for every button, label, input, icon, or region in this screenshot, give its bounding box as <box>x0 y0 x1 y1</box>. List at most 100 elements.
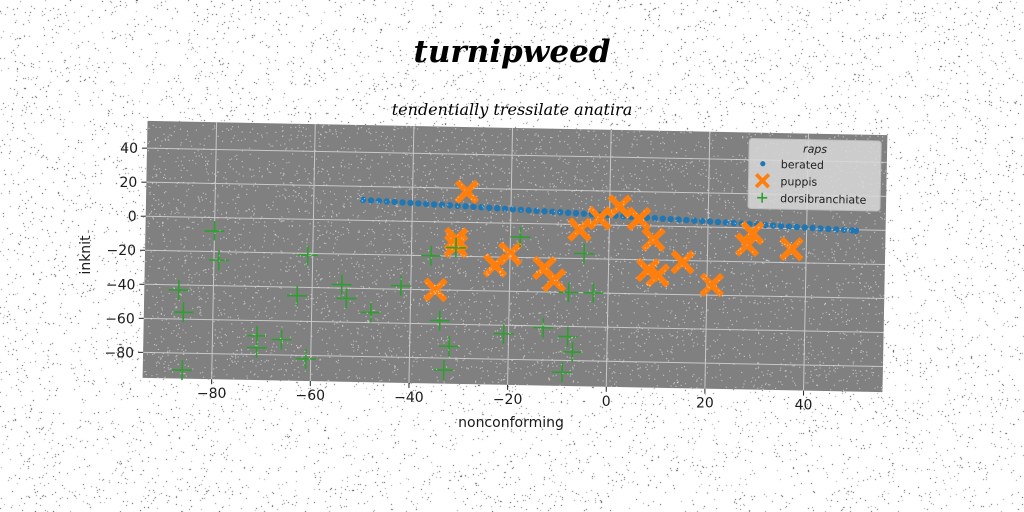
dorsibranchiate-point <box>552 362 573 383</box>
berated-point <box>446 202 454 209</box>
puppis-point <box>567 217 593 243</box>
y-tick-label: −80 <box>105 345 135 361</box>
berated-point <box>785 223 793 230</box>
y-tick-label: 0 <box>128 209 137 225</box>
puppis-point <box>541 267 567 293</box>
x-tick-label: −60 <box>296 388 326 404</box>
x-tick-label: −40 <box>394 390 424 406</box>
x-tick-label: 40 <box>795 398 813 414</box>
dorsibranchiate-point <box>168 280 189 301</box>
puppis-point <box>423 277 448 303</box>
dorsibranchiate-point <box>557 326 578 347</box>
puppis-point <box>739 220 765 246</box>
dorsibranchiate-point <box>271 329 292 350</box>
grid-line-x <box>605 129 612 387</box>
berated-point <box>580 210 588 217</box>
legend-label-berated: berated <box>781 158 824 172</box>
berated-point <box>557 209 564 216</box>
berated-point <box>525 207 532 214</box>
dorsibranchiate-point <box>331 274 352 295</box>
puppis-point <box>699 272 725 298</box>
dorsibranchiate-point <box>445 237 466 258</box>
puppis-point <box>454 179 480 205</box>
berated-point <box>801 224 808 231</box>
puppis-point <box>635 257 661 283</box>
berated-point <box>762 221 769 229</box>
dorsibranchiate-point <box>287 285 308 306</box>
x-tick-label: −80 <box>197 386 227 402</box>
y-axis-label: inknit <box>78 235 94 275</box>
grid-line-x <box>309 124 316 382</box>
dorsibranchiate-point <box>562 342 583 363</box>
figure-suptitle: turnipweed <box>413 34 611 70</box>
berated-point <box>714 218 722 226</box>
puppis-point <box>645 263 671 288</box>
series-layer <box>168 179 860 383</box>
berated-point <box>399 199 406 206</box>
berated-point <box>825 225 832 233</box>
berated-point <box>454 202 461 210</box>
berated-point <box>415 200 422 207</box>
dorsibranchiate-point <box>558 282 579 303</box>
legend-label-dorsibranchiate: dorsibranchiate <box>780 192 867 207</box>
y-tick-label: 20 <box>120 175 138 191</box>
berated-point <box>438 201 446 209</box>
berated-point <box>541 208 548 215</box>
x-axis-ticks: −80 −60 −40 −20 0 20 40 <box>197 379 813 414</box>
dorsibranchiate-point <box>336 288 357 309</box>
dorsibranchiate-point <box>295 348 316 369</box>
berated-point <box>517 206 525 213</box>
berated-point <box>501 205 509 213</box>
legend-marker-berated <box>760 161 766 167</box>
y-tick-label: 40 <box>120 141 138 157</box>
puppis-point <box>607 194 632 219</box>
berated-point <box>706 218 714 225</box>
dorsibranchiate-point <box>439 336 460 357</box>
berated-point <box>659 215 666 222</box>
berated-point <box>533 207 540 214</box>
berated-point <box>730 219 737 227</box>
berated-point <box>423 200 430 208</box>
y-axis-ticks: −80 −60 −40 −20 0 20 40 <box>105 141 148 361</box>
berated-point <box>486 204 493 212</box>
legend: raps berated puppis dorsibranchiate <box>747 138 882 212</box>
berated-point <box>777 222 785 230</box>
berated-point <box>549 208 556 215</box>
berated-point <box>667 215 674 223</box>
berated-point <box>675 216 682 223</box>
berated-point <box>430 201 438 208</box>
dorsibranchiate-point <box>421 245 442 266</box>
berated-point <box>470 203 477 211</box>
dorsibranchiate-point <box>173 302 194 323</box>
dorsibranchiate-point <box>533 317 554 338</box>
x-tick-label: 20 <box>696 396 714 412</box>
puppis-point <box>497 241 523 267</box>
grid-line-y <box>143 317 884 334</box>
berated-point <box>509 206 517 213</box>
dorsibranchiate-point <box>204 221 225 242</box>
berated-point <box>651 214 659 222</box>
berated-point <box>391 198 398 206</box>
dorsibranchiate-point <box>297 245 318 266</box>
chart-title: tendentially tressilate anatira <box>391 100 633 119</box>
dorsibranchiate-point <box>429 310 450 331</box>
dorsibranchiate-point <box>246 337 267 358</box>
x-tick-label: −20 <box>493 392 523 408</box>
series-dorsibranchiate <box>168 221 604 383</box>
berated-point <box>817 225 824 232</box>
legend-box <box>747 138 882 212</box>
y-tick-label: −40 <box>106 277 136 293</box>
berated-point <box>691 217 698 224</box>
grid-line-x <box>704 131 711 389</box>
legend-marker-puppis <box>754 172 771 189</box>
dorsibranchiate-point <box>583 282 604 303</box>
berated-point <box>572 210 580 217</box>
berated-point <box>840 226 848 234</box>
dorsibranchiate-point <box>574 243 595 264</box>
berated-point <box>793 223 801 231</box>
y-tick-label: −60 <box>105 311 135 327</box>
grid-line-y <box>143 351 883 368</box>
legend-label-puppis: puppis <box>780 175 817 189</box>
berated-point <box>407 199 414 207</box>
